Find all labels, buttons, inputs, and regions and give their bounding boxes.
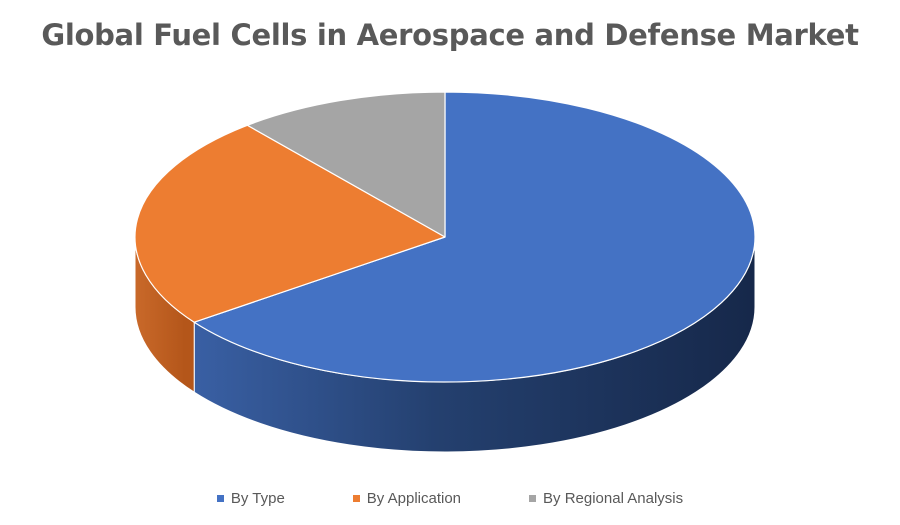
legend-label-by-type: By Type	[230, 490, 285, 507]
legend-swatch-by-regional-analysis	[529, 495, 537, 502]
legend-swatch-by-type	[216, 495, 224, 502]
legend-item-by-type: By Type	[216, 490, 285, 507]
chart-title: Global Fuel Cells in Aerospace and Defen…	[41, 18, 859, 52]
legend-item-by-application: By Application	[352, 490, 462, 507]
legend-label-by-regional-analysis: By Regional Analysis	[543, 490, 684, 507]
legend-label-by-application: By Application	[366, 490, 462, 507]
legend-swatch-by-application	[352, 495, 360, 502]
pie-slice-by-type	[193, 91, 756, 383]
legend-item-by-regional-analysis: By Regional Analysis	[529, 490, 683, 507]
pie-slice-by-application	[134, 124, 446, 323]
pie-slice-by-regional-analysis	[246, 91, 446, 238]
legend: By Type By Application By Regional Analy…	[0, 490, 900, 507]
pie-slices	[134, 91, 756, 383]
